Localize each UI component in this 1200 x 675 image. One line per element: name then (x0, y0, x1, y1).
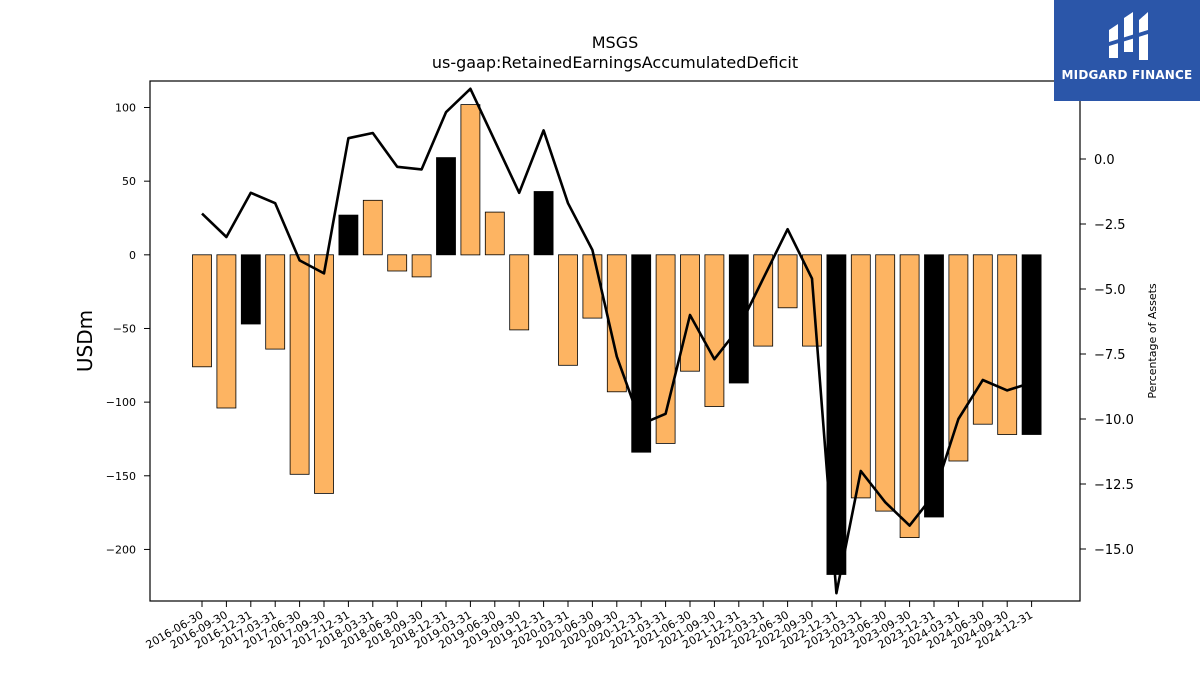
bar-2019-12-31 (533, 191, 554, 256)
y-tick-label: 100 (115, 102, 136, 115)
bar-2023-03-31 (850, 254, 871, 499)
bar-2021-06-30 (680, 254, 700, 372)
bar-2018-03-31 (362, 199, 383, 256)
y2-tick-label: −5.0 (1094, 283, 1126, 298)
y2-tick-label: −2.5 (1094, 218, 1126, 233)
chart-subtitle: us-gaap:RetainedEarningsAccumulatedDefic… (431, 53, 799, 72)
y2-tick-label: 0.0 (1094, 153, 1115, 168)
bar-2024-09-30 (997, 254, 1018, 435)
bar-2017-03-31 (265, 254, 286, 350)
y-tick-label: 0 (129, 249, 136, 262)
bar-2021-09-30 (704, 254, 725, 407)
bar-2022-12-31 (826, 254, 847, 575)
bar-2022-09-30 (802, 254, 822, 347)
x-axis: 2016-06-302016-09-302016-12-312017-03-31… (144, 601, 1035, 652)
bar-2016-12-31 (240, 254, 261, 325)
bar-2019-03-31 (460, 104, 481, 256)
brand-logo: MIDGARD FINANCE (1054, 0, 1200, 101)
bar-2020-09-30 (606, 254, 627, 393)
bar-2022-06-30 (777, 254, 798, 309)
bar-2020-06-30 (582, 254, 603, 319)
logo-text: MIDGARD FINANCE (1061, 68, 1193, 82)
chart-title: MSGS (591, 33, 639, 52)
bar-2024-12-31 (1021, 254, 1042, 435)
midgard-logo-icon (1109, 12, 1148, 60)
right-axis: 2.50.0−2.5−5.0−7.5−10.0−12.5−15.0 (1080, 88, 1134, 558)
bar-2019-06-30 (484, 211, 505, 256)
plot-frame (149, 80, 1081, 602)
bar-2022-03-31 (753, 254, 774, 347)
bar-2021-12-31 (728, 254, 749, 384)
bar-2018-06-30 (387, 254, 408, 272)
bar-2020-03-31 (558, 254, 578, 366)
bar-2020-12-31 (631, 254, 652, 453)
y-tick-label: −150 (106, 470, 136, 483)
bar-2017-12-31 (338, 214, 359, 256)
left-axis: 100 50 0 −50 −100 −150 −200 (106, 102, 150, 556)
line-series (201, 87, 1032, 595)
y-tick-label: −100 (106, 396, 136, 409)
y2-axis-label: Percentage of Assets (1146, 283, 1159, 399)
bar-2024-06-30 (972, 254, 993, 425)
bar-2023-06-30 (875, 254, 896, 512)
bar-2017-06-30 (289, 254, 310, 475)
bar-2024-03-31 (948, 254, 969, 462)
bar-2016-06-30 (192, 254, 212, 368)
bar-2018-09-30 (411, 254, 432, 278)
y2-tick-label: −7.5 (1094, 348, 1126, 363)
bar-2019-09-30 (509, 254, 530, 331)
y-tick-label: −200 (106, 543, 136, 556)
bar-2017-09-30 (314, 254, 334, 494)
y2-tick-label: −15.0 (1094, 543, 1134, 558)
y2-tick-label: −12.5 (1094, 478, 1134, 493)
y-tick-label: −50 (113, 322, 136, 335)
y2-tick-label: −10.0 (1094, 413, 1134, 428)
y-tick-label: 50 (122, 175, 136, 188)
bar-2023-12-31 (924, 254, 944, 518)
bar-2018-12-31 (436, 157, 456, 256)
y-axis-label: USDm (73, 310, 97, 372)
bar-2016-09-30 (216, 254, 237, 409)
bar-2023-09-30 (899, 254, 920, 538)
bar-series (192, 104, 1042, 575)
